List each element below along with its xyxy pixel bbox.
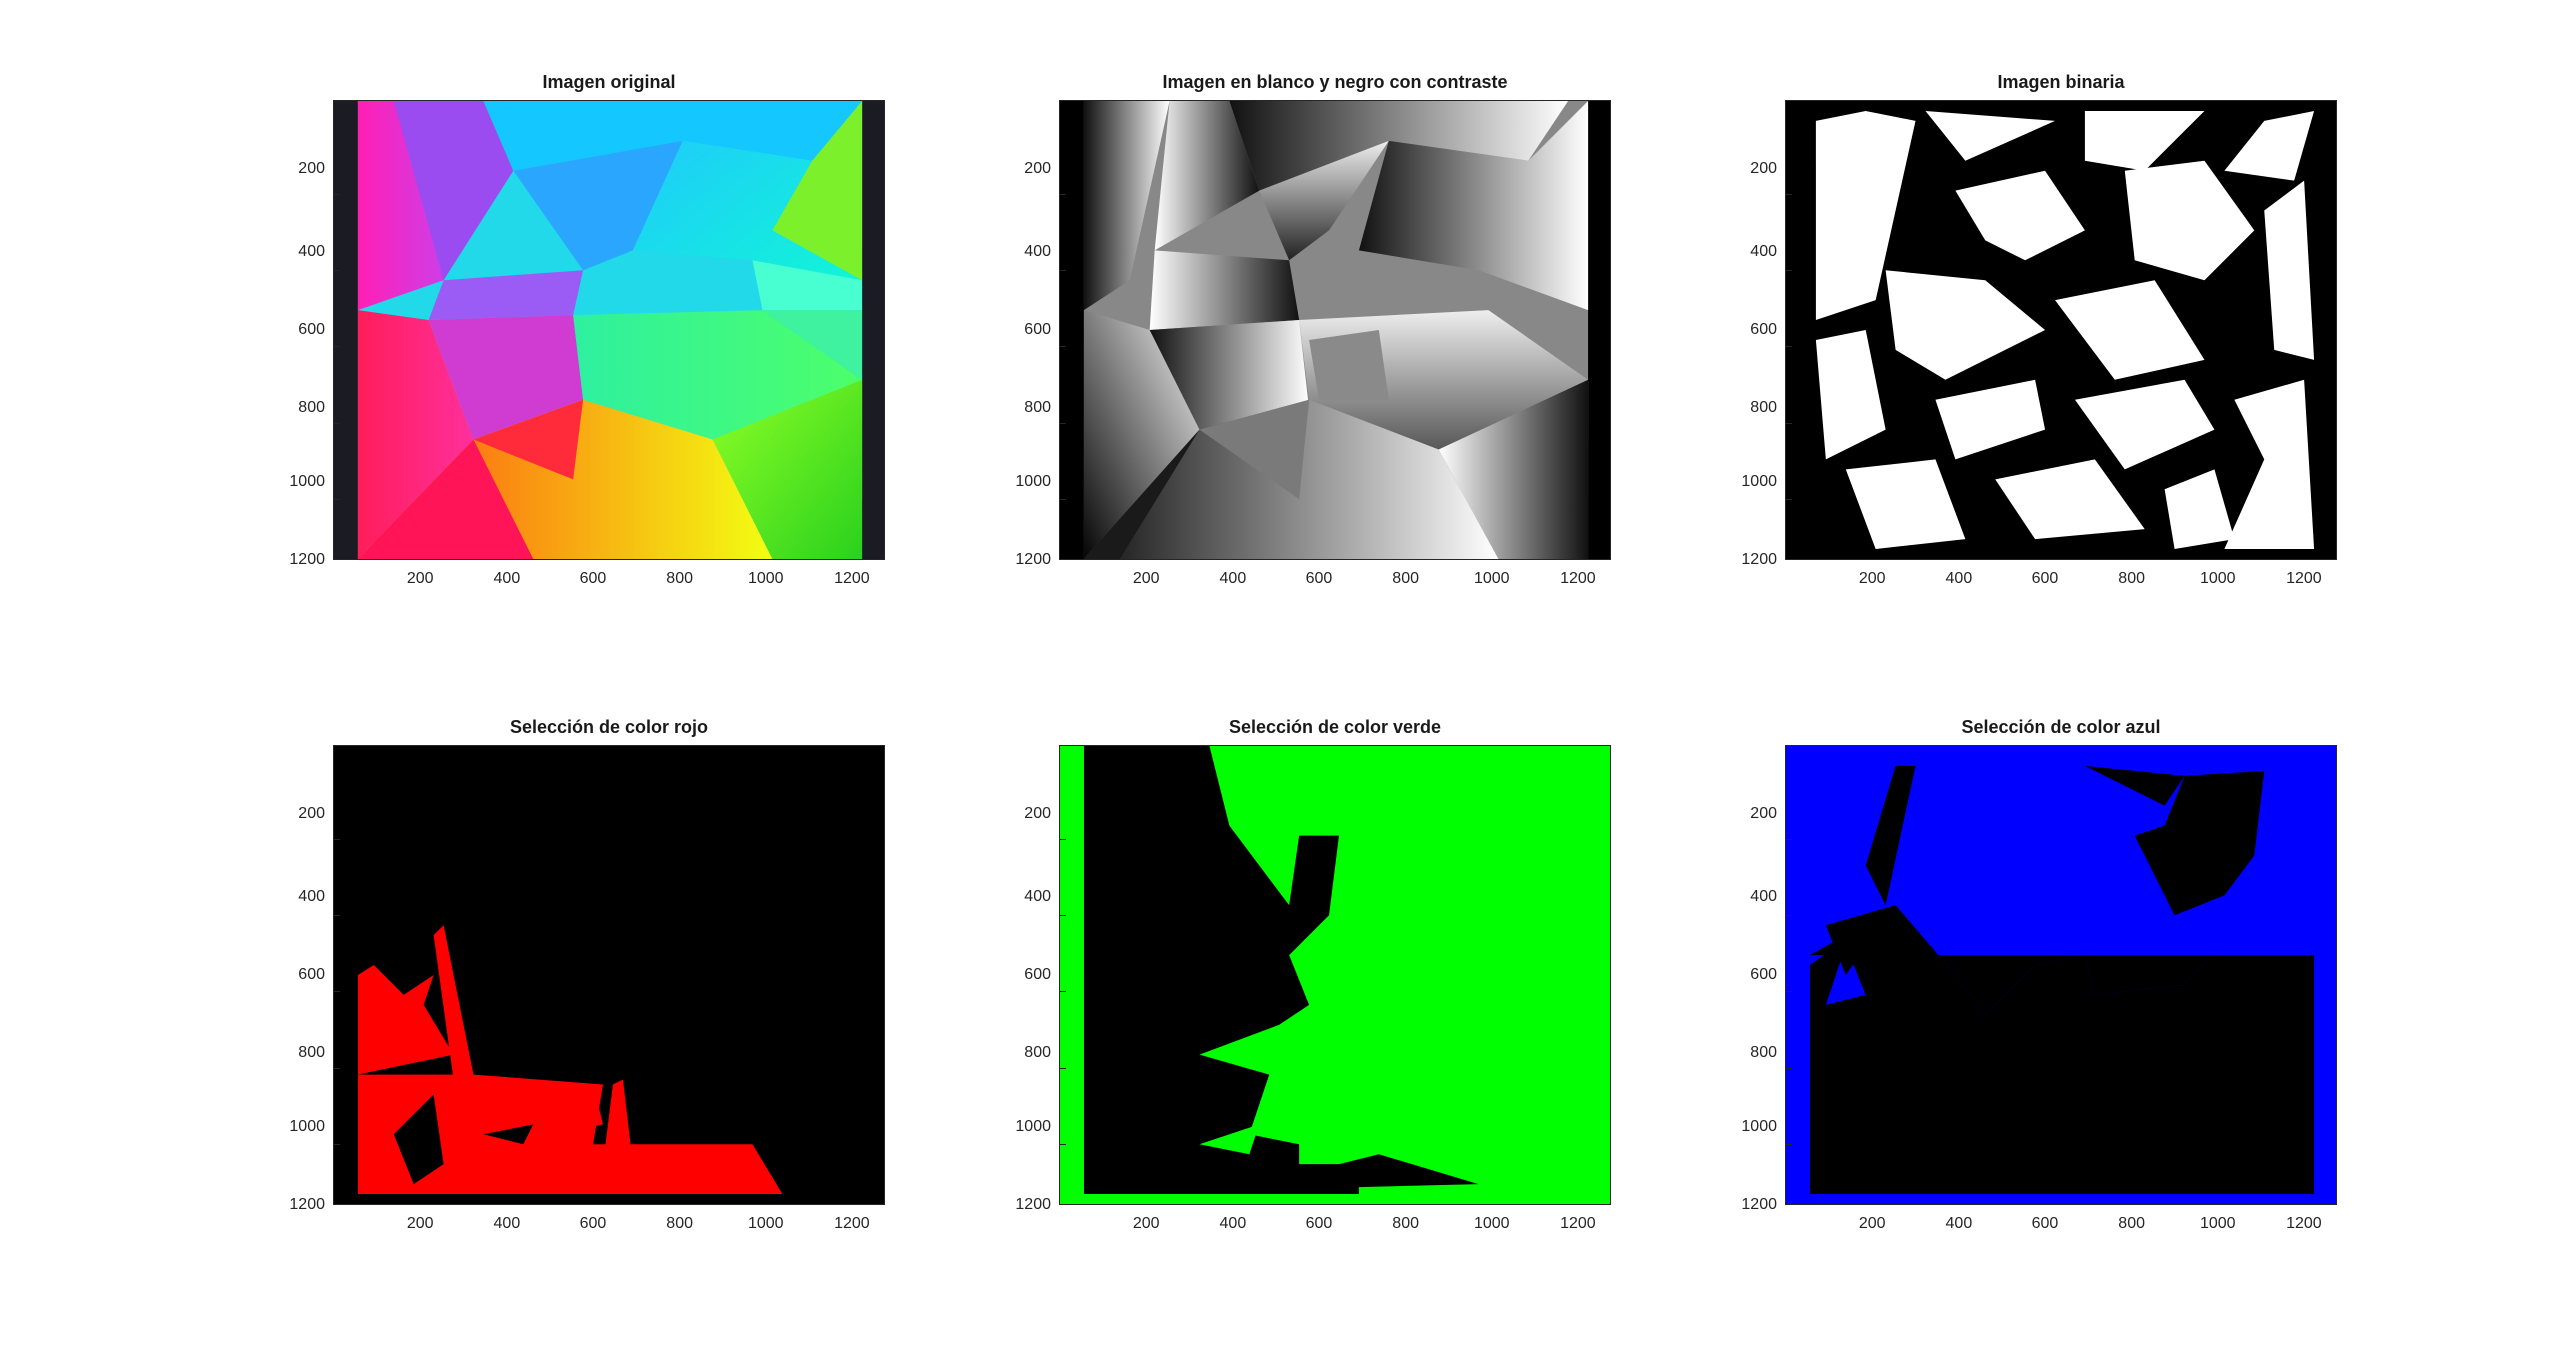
y-tick: 800	[1024, 399, 1051, 417]
y-tick: 800	[298, 399, 325, 417]
x-tick: 1200	[2286, 1215, 2322, 1232]
x-tick: 400	[493, 1215, 521, 1232]
x-tick: 400	[1945, 570, 1973, 587]
x-tick: 400	[493, 570, 521, 587]
y-tick: 1000	[289, 472, 325, 490]
panel-title: Selección de color rojo	[509, 717, 709, 737]
y-tick: 1000	[1741, 472, 1777, 490]
x-tick: 200	[1858, 570, 1886, 587]
x-tick: 200	[1858, 1215, 1886, 1232]
y-tick: 200	[1024, 805, 1051, 822]
y-tick: 1200	[1741, 1196, 1777, 1213]
image-axes	[1785, 745, 2337, 1205]
panel-blue: Selección de color azul 200 400 600 800 …	[1741, 717, 2337, 1232]
x-tick: 400	[1219, 570, 1247, 587]
y-tick: 600	[1024, 966, 1051, 983]
y-tick: 200	[298, 160, 325, 177]
y-tick: 200	[298, 805, 325, 822]
x-tick: 1000	[1473, 570, 1510, 587]
y-tick: 400	[298, 242, 325, 260]
x-tick: 200	[406, 1215, 434, 1232]
x-tick: 600	[1305, 570, 1333, 587]
y-tick: 800	[1750, 1044, 1777, 1062]
y-tick: 600	[1024, 321, 1051, 338]
y-tick: 800	[1750, 399, 1777, 417]
y-tick: 400	[298, 887, 325, 905]
y-tick: 200	[1750, 805, 1777, 822]
x-tick: 600	[579, 1215, 607, 1232]
red-mask-image	[334, 746, 884, 1204]
y-tick: 600	[1750, 966, 1777, 983]
y-tick: 200	[1750, 160, 1777, 177]
panel-red: Selección de color rojo 200 400 600 800 …	[289, 717, 885, 1232]
panel-title: Selección de color verde	[1228, 717, 1442, 737]
panel-binary: Imagen binaria	[1741, 72, 2337, 587]
y-tick: 600	[298, 966, 325, 983]
x-tick: 1000	[747, 1215, 784, 1232]
x-tick: 200	[1132, 570, 1160, 587]
x-tick: 800	[1392, 1215, 1419, 1232]
x-tick: 800	[666, 1215, 693, 1232]
y-tick: 1200	[289, 551, 325, 568]
image-axes	[333, 745, 885, 1205]
x-tick: 1000	[2199, 570, 2236, 587]
y-tick: 1000	[1015, 1117, 1051, 1135]
x-tick: 1200	[1560, 1215, 1596, 1232]
panel-title: Selección de color azul	[1961, 717, 2161, 737]
x-tick: 600	[2031, 1215, 2059, 1232]
panel-gray: Imagen en blanco y negro con contraste	[1015, 72, 1611, 587]
x-tick: 1000	[1473, 1215, 1510, 1232]
panel-title: Imagen original	[542, 72, 676, 92]
y-tick: 400	[1024, 242, 1051, 260]
x-tick: 1000	[747, 570, 784, 587]
y-tick: 1200	[1015, 1196, 1051, 1213]
y-tick: 400	[1750, 242, 1777, 260]
x-tick: 1200	[1560, 570, 1596, 587]
x-tick: 400	[1219, 1215, 1247, 1232]
y-tick: 1200	[1741, 551, 1777, 568]
y-tick: 400	[1024, 887, 1051, 905]
image-axes	[1059, 100, 1611, 560]
x-tick: 600	[579, 570, 607, 587]
x-tick: 1200	[2286, 570, 2322, 587]
panel-title: Imagen binaria	[1997, 72, 2125, 92]
x-tick: 1000	[2199, 1215, 2236, 1232]
y-tick: 600	[298, 321, 325, 338]
y-tick: 400	[1750, 887, 1777, 905]
x-tick: 800	[2118, 1215, 2145, 1232]
y-tick: 600	[1750, 321, 1777, 338]
panel-original: Imagen original	[289, 72, 885, 587]
y-tick: 1000	[1015, 472, 1051, 490]
x-tick: 600	[2031, 570, 2059, 587]
x-tick: 400	[1945, 1215, 1973, 1232]
y-tick: 1000	[289, 1117, 325, 1135]
x-tick: 200	[1132, 1215, 1160, 1232]
binary-image	[1786, 101, 2336, 559]
blue-mask-image	[1786, 746, 2336, 1204]
x-tick: 800	[1392, 570, 1419, 587]
original-image	[334, 101, 884, 559]
x-tick: 600	[1305, 1215, 1333, 1232]
image-axes	[1059, 745, 1611, 1205]
y-tick: 1200	[1015, 551, 1051, 568]
x-tick: 200	[406, 570, 434, 587]
panel-title: Imagen en blanco y negro con contraste	[1162, 72, 1508, 92]
x-tick: 800	[666, 570, 693, 587]
x-tick: 800	[2118, 570, 2145, 587]
y-tick: 1000	[1741, 1117, 1777, 1135]
grayscale-image	[1060, 101, 1610, 559]
y-tick: 200	[1024, 160, 1051, 177]
y-tick: 800	[298, 1044, 325, 1062]
image-axes	[1785, 100, 2337, 560]
x-tick: 1200	[834, 570, 870, 587]
green-mask-image	[1060, 746, 1610, 1204]
y-tick: 1200	[289, 1196, 325, 1213]
image-axes	[333, 100, 885, 560]
panel-green: Selección de color verde 200 400 600 800…	[1015, 717, 1611, 1232]
x-tick: 1200	[834, 1215, 870, 1232]
y-tick: 800	[1024, 1044, 1051, 1062]
